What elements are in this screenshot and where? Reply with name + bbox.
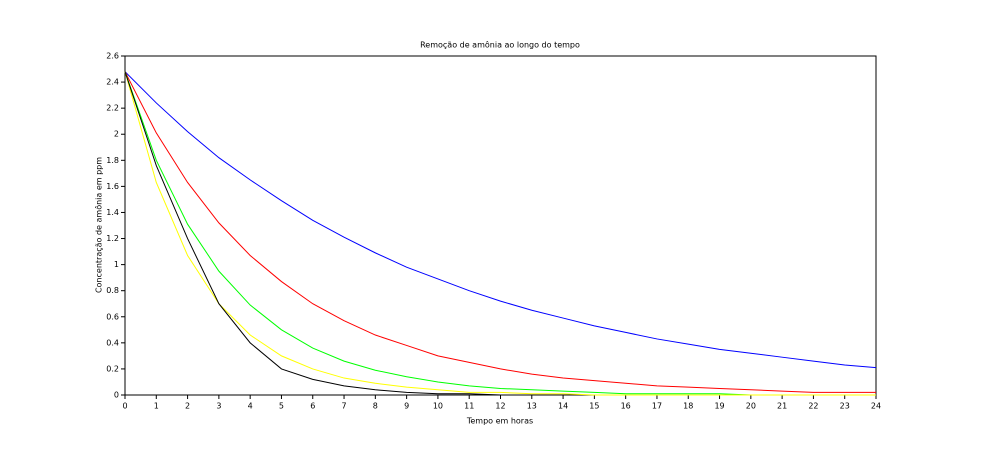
x-tick-label: 16 [621, 402, 631, 411]
x-tick-label: 2 [185, 402, 190, 411]
y-tick-label: 2.4 [106, 78, 119, 87]
x-tick-label: 11 [464, 402, 474, 411]
x-tick-label: 6 [310, 402, 315, 411]
x-tick-label: 1 [154, 402, 159, 411]
y-tick-label: 1 [114, 260, 119, 269]
x-tick-label: 19 [714, 402, 724, 411]
series-line [124, 71, 876, 393]
x-tick-label: 0 [122, 402, 127, 411]
x-tick-label: 20 [746, 402, 756, 411]
x-tick-label: 13 [527, 402, 537, 411]
x-tick-label: 4 [248, 402, 253, 411]
x-tick-label: 21 [777, 402, 787, 411]
y-tick-label: 1.4 [106, 208, 119, 217]
y-tick-label: 0 [114, 391, 119, 400]
x-tick-label: 17 [652, 402, 662, 411]
y-tick-label: 1.8 [106, 156, 119, 165]
series-line [124, 71, 877, 369]
x-tick-label: 23 [840, 402, 850, 411]
x-tick-label: 5 [279, 402, 284, 411]
y-tick-label: 0.4 [106, 338, 119, 347]
x-tick-label: 10 [433, 402, 443, 411]
x-tick-label: 12 [495, 402, 505, 411]
x-tick-label: 14 [558, 402, 568, 411]
x-tick-label: 15 [589, 402, 599, 411]
x-tick-label: 24 [871, 402, 881, 411]
x-tick-label: 18 [683, 402, 693, 411]
series-line [124, 71, 501, 396]
x-tick-label: 7 [341, 402, 346, 411]
chart-title: Remoção de amônia ao longo do tempo [420, 40, 580, 50]
x-axis-label: Tempo em horas [466, 417, 533, 426]
y-tick-label: 0.6 [106, 312, 119, 321]
y-tick-label: 0.8 [106, 286, 119, 295]
y-tick-label: 2 [114, 130, 119, 139]
x-tick-label: 3 [216, 402, 221, 411]
y-tick-label: 2.6 [106, 52, 119, 61]
series-line [124, 71, 876, 396]
plot-frame [124, 55, 877, 396]
y-tick-label: 1.2 [106, 234, 119, 243]
y-tick-label: 0.2 [106, 364, 119, 373]
y-axis-label: Concentração de amônia em ppm [94, 157, 104, 293]
y-tick-label: 2.2 [106, 104, 119, 113]
x-tick-label: 9 [404, 402, 409, 411]
x-tick-label: 8 [373, 402, 378, 411]
y-tick-label: 1.6 [106, 182, 119, 191]
x-tick-label: 22 [808, 402, 818, 411]
series-line [124, 71, 876, 396]
